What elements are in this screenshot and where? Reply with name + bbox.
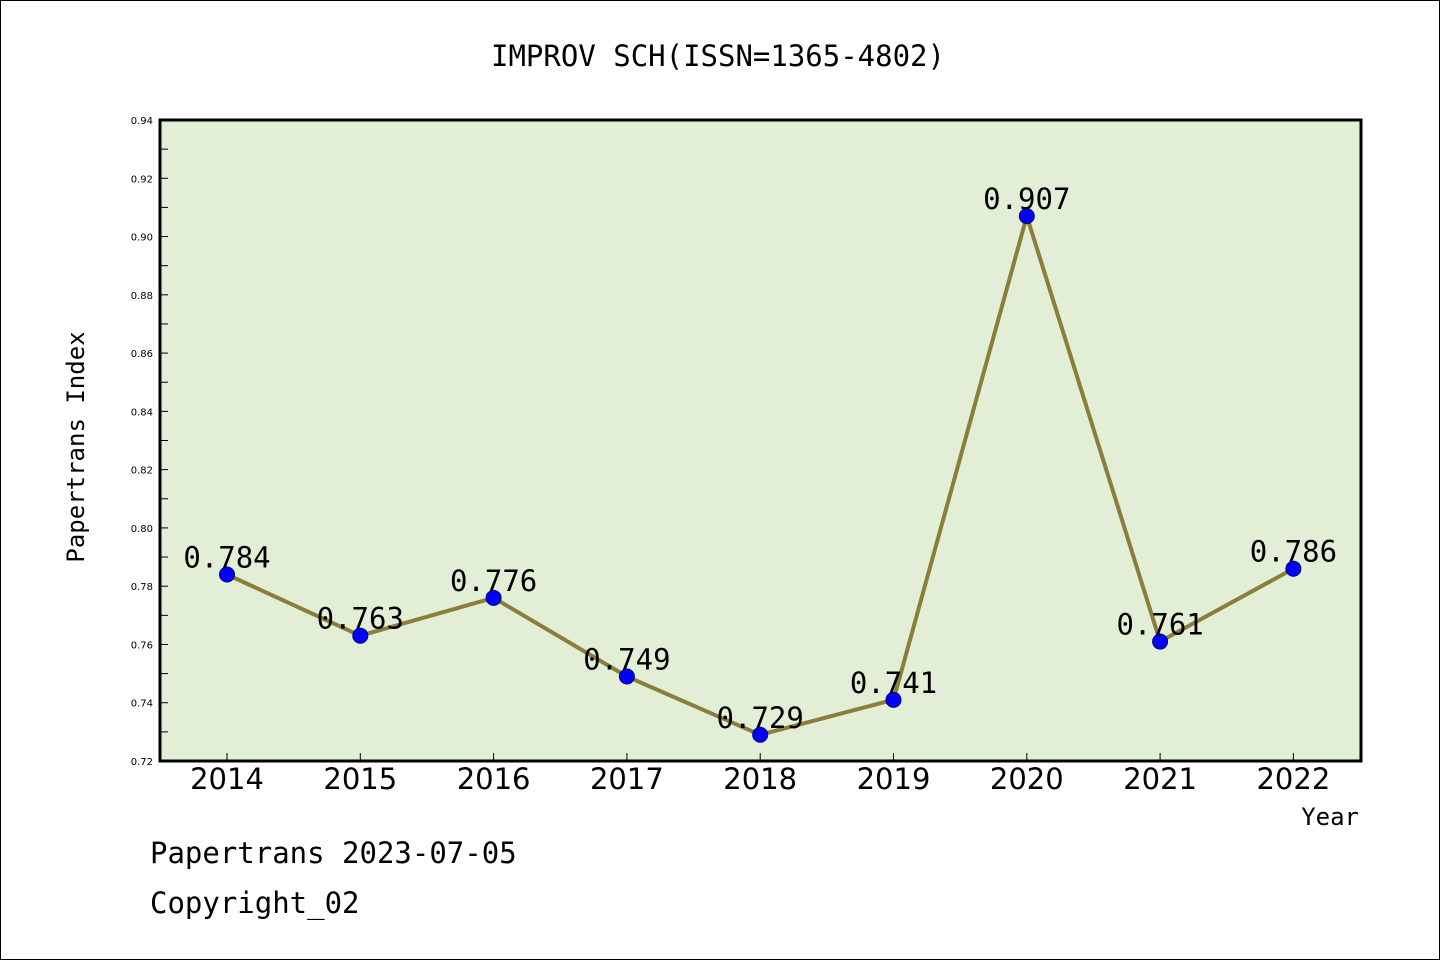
x-tick-label: 2022 xyxy=(1256,762,1330,796)
y-tick-label: 0.94 xyxy=(131,116,153,127)
data-point xyxy=(485,589,502,606)
data-point xyxy=(219,566,235,583)
data-label: 0.741 xyxy=(850,666,937,700)
x-tick-label: 2017 xyxy=(590,762,664,796)
y-tick-label: 0.74 xyxy=(131,699,153,710)
y-tick-label: 0.78 xyxy=(131,582,153,593)
plot-area xyxy=(160,120,1361,761)
y-tick-label: 0.72 xyxy=(131,757,153,768)
series xyxy=(219,208,1302,743)
y-tick-label: 0.82 xyxy=(131,466,153,477)
data-label: 0.729 xyxy=(717,701,804,735)
data-label: 0.907 xyxy=(983,182,1070,216)
data-label: 0.763 xyxy=(317,602,404,636)
y-tick-label: 0.86 xyxy=(131,349,153,360)
data-point xyxy=(618,668,635,685)
data-point xyxy=(352,627,369,644)
x-tick-label: 2020 xyxy=(990,762,1064,796)
data-point xyxy=(752,726,769,743)
data-point xyxy=(1018,208,1035,225)
plot-border xyxy=(158,118,1363,763)
footer-copyright: Copyright_02 xyxy=(150,886,360,920)
x-tick-label: 2018 xyxy=(723,762,797,796)
y-axis: 0.72 0.74 0.76 0.78 0.80 0.82 0.84 0.86 0.88 0.90… xyxy=(131,116,168,768)
data-label: 0.784 xyxy=(183,541,270,575)
data-point xyxy=(1152,633,1169,650)
data-point xyxy=(885,691,902,708)
data-label: 0.786 xyxy=(1250,535,1337,569)
x-axis-label: Year xyxy=(1301,803,1359,831)
y-tick-label: 0.84 xyxy=(131,407,153,418)
y-axis-label: Papertrans Index xyxy=(62,331,90,562)
y-tick-label: 0.90 xyxy=(131,233,153,244)
footer-date: Papertrans 2023-07-05 xyxy=(150,836,517,870)
data-label: 0.749 xyxy=(583,643,670,677)
y-tick-label: 0.92 xyxy=(131,174,153,185)
y-tick-label: 0.76 xyxy=(131,640,153,651)
data-label: 0.776 xyxy=(450,564,537,598)
data-labels: 0.784 0.763 0.776 0.749 0.729 0.741 0.907 0.761… xyxy=(183,182,1337,735)
x-tick-label: 2015 xyxy=(323,762,397,796)
y-tick-label: 0.80 xyxy=(131,524,153,535)
x-axis: 2014 2015 2016 2017 2018 2019 2020 2021 2022 xyxy=(190,753,1330,796)
chart-title: IMPROV SCH(ISSN=1365-4802) xyxy=(491,39,945,73)
x-tick-label: 2021 xyxy=(1123,762,1197,796)
x-tick-label: 2014 xyxy=(190,762,264,796)
x-tick-label: 2019 xyxy=(857,762,931,796)
data-point xyxy=(1285,560,1302,577)
x-tick-label: 2016 xyxy=(457,762,531,796)
y-tick-label: 0.88 xyxy=(131,291,153,302)
data-label: 0.761 xyxy=(1116,608,1203,642)
